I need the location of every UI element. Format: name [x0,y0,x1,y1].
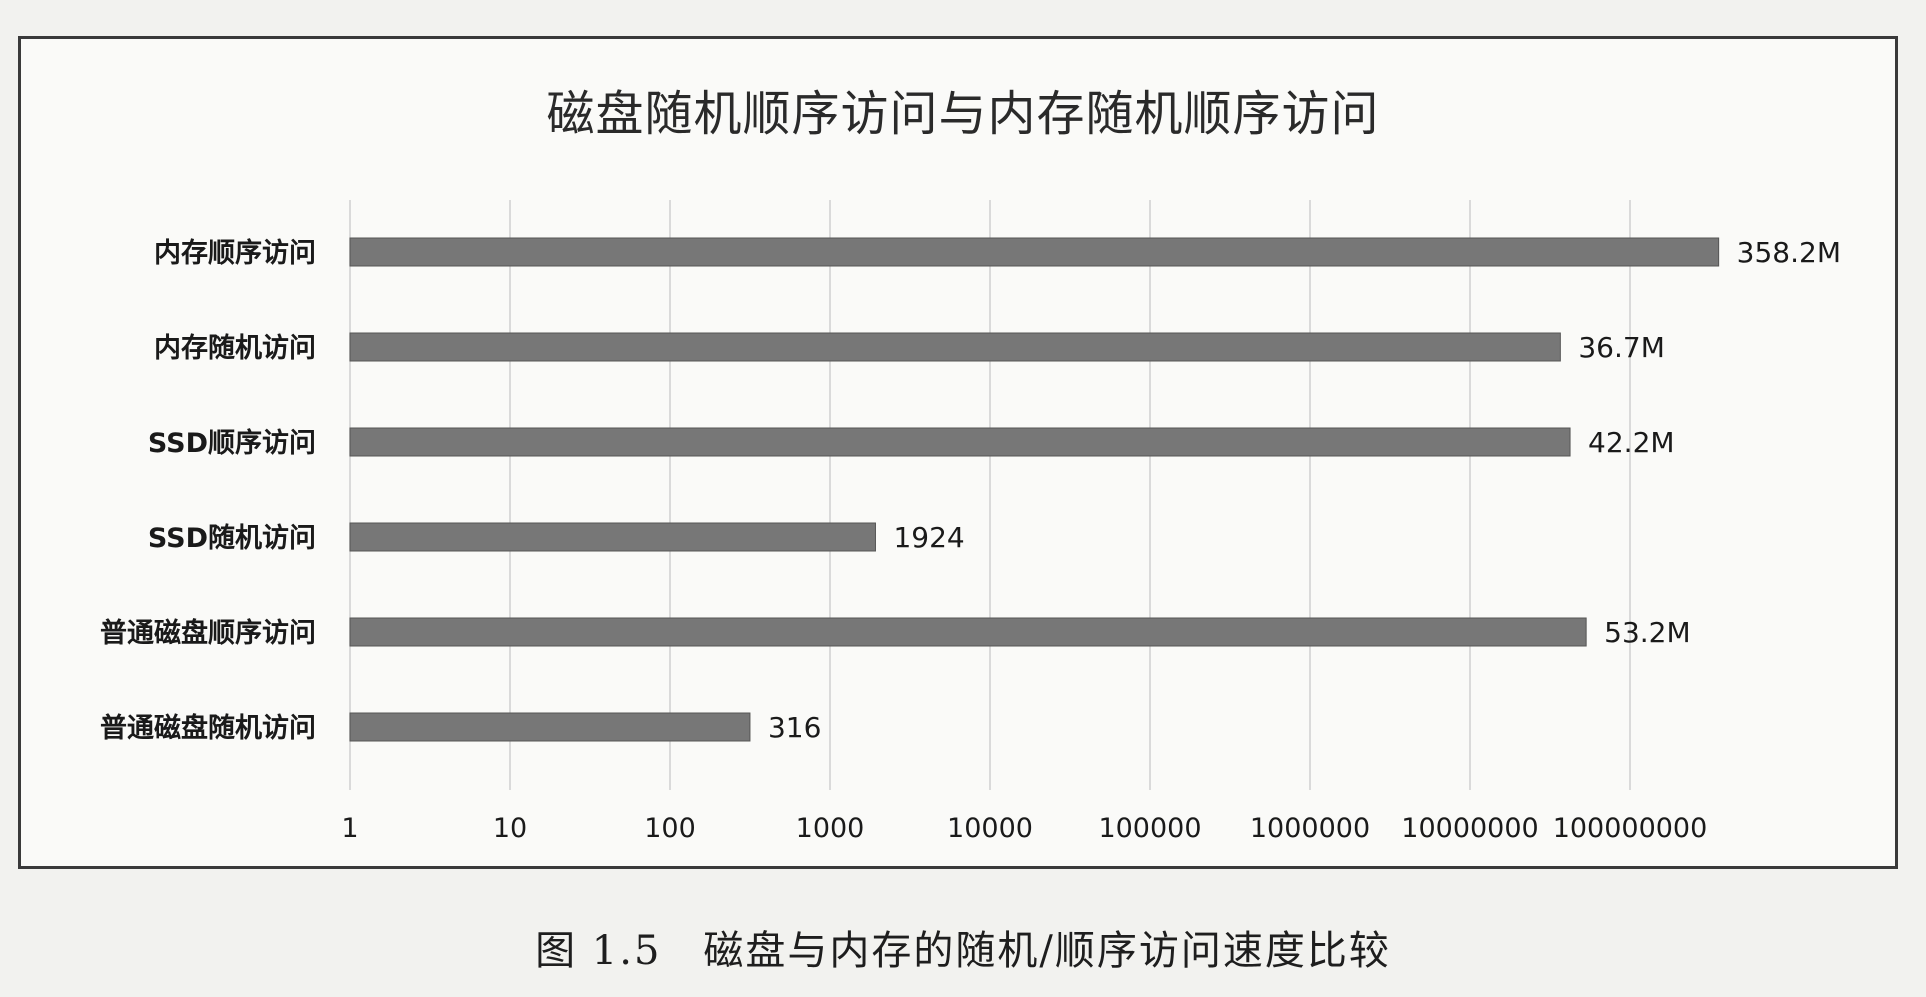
x-tick-label: 1 [341,813,358,844]
category-label: 内存随机访问 [154,333,316,364]
data-label: 36.7M [1578,331,1665,364]
category-label: 内存顺序访问 [154,237,316,269]
value-labels: 358.2M 36.7M 42.2M 1924 53.2M 316 [768,236,1841,744]
gridlines [349,200,1631,790]
bars [349,237,1720,742]
figure-caption: 图 1.5 磁盘与内存的随机/顺序访问速度比较 [535,928,1391,974]
bar [349,522,876,552]
x-tick-label: 1000000 [1250,813,1370,844]
bar [349,427,1571,457]
data-label: 316 [768,711,821,744]
bar [349,712,751,742]
category-label: 普通磁盘顺序访问 [100,617,316,649]
x-tick-label: 10000000 [1401,813,1538,844]
x-tick-label: 100000 [1098,813,1201,844]
bar [349,617,1587,647]
x-tick-label: 10 [493,813,527,844]
data-label: 358.2M [1737,236,1841,269]
category-label: SSD随机访问 [148,523,316,554]
bar [349,237,1720,267]
category-label: 普通磁盘随机访问 [100,712,316,744]
category-label: SSD顺序访问 [148,427,316,459]
x-tick-label: 100 [644,813,696,844]
x-tick-label: 1000 [796,813,865,844]
x-tick-label: 10000 [947,813,1033,844]
data-label: 53.2M [1604,616,1691,649]
bar [349,332,1561,362]
data-label: 1924 [893,521,964,554]
chart-title: 磁盘随机顺序访问与内存随机顺序访问 [546,86,1380,142]
x-axis-tick-labels: 1 10 100 1000 10000 100000 1000000 10000000 1000… [341,813,1707,844]
x-tick-label: 100000000 [1553,813,1708,844]
data-label: 42.2M [1588,426,1675,459]
